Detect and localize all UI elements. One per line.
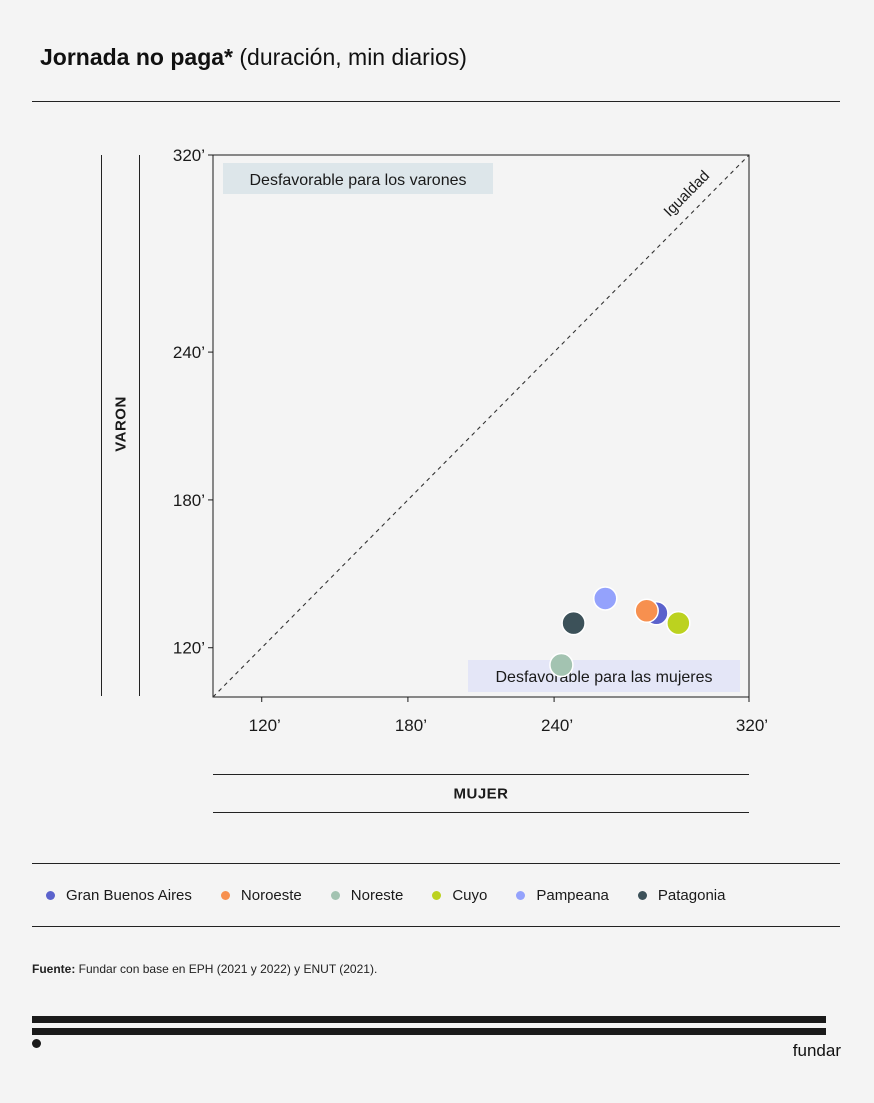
equality-line <box>212 154 750 698</box>
chart-title-rest: (duración, min diarios) <box>239 44 467 70</box>
legend-divider-top <box>32 863 840 864</box>
legend-dot-icon <box>516 890 526 900</box>
annotation-box-mujeres <box>468 660 740 692</box>
legend-label: Patagonia <box>657 886 726 904</box>
brand-dot-icon <box>32 1039 41 1048</box>
scatter-point-cuyo <box>666 610 691 636</box>
legend-item: Gran Buenos Aires <box>46 887 192 904</box>
source-note: Fuente: Fundar con base en EPH (2021 y 2… <box>32 962 377 976</box>
brand-logo: fundar <box>792 1041 841 1060</box>
annotation-mujeres: Desfavorable para las mujeres <box>496 669 713 686</box>
legend: Gran Buenos Aires Noroeste Noreste Cuyo Pamp… <box>46 884 754 906</box>
legend-dot-icon <box>330 890 340 900</box>
x-label-line-bottom <box>213 812 749 813</box>
title-divider <box>32 101 840 102</box>
legend-label: Gran Buenos Aires <box>66 886 192 904</box>
legend-dot-icon <box>637 890 647 900</box>
legend-label: Noreste <box>350 886 404 904</box>
brand-bar-bottom <box>32 1028 826 1035</box>
scatter-point-pampeana <box>593 586 618 611</box>
plot-frame <box>212 154 750 698</box>
x-tick-label: 180’ <box>395 716 427 735</box>
brand-bar-top <box>32 1016 826 1023</box>
legend-dot-icon <box>46 890 55 900</box>
equality-line-label: Igualdad <box>661 167 714 220</box>
chart-title: Jornada no paga* (duración, min diarios) <box>40 44 467 71</box>
legend-item: Pampeana <box>516 887 609 904</box>
scatter-point-patagonia <box>561 610 586 636</box>
y-tick-label: 240’ <box>173 343 205 362</box>
scatter-point-noroeste <box>634 598 659 624</box>
x-label-line-top <box>213 774 749 775</box>
scatter-point-noreste <box>549 652 574 678</box>
source-text: Fundar con base en EPH (2021 y 2022) y E… <box>75 962 378 976</box>
chart-title-bold: Jornada no paga* <box>40 44 233 70</box>
annotation-box-varones <box>223 163 493 194</box>
legend-item: Noreste <box>330 886 404 904</box>
x-tick-label: 240’ <box>541 716 573 735</box>
legend-divider-bottom <box>32 926 840 927</box>
annotation-varones: Desfavorable para los varones <box>249 172 466 189</box>
legend-dot-icon <box>432 890 442 900</box>
legend-dot-icon <box>220 890 230 900</box>
x-tick-label: 120’ <box>249 716 281 735</box>
y-tick-label: 320’ <box>173 146 205 165</box>
legend-item: Noroeste <box>220 886 302 904</box>
legend-item: Cuyo <box>432 887 487 904</box>
source-label: Fuente: <box>32 962 76 976</box>
legend-label: Noroeste <box>240 886 302 904</box>
y-label-line-left <box>101 155 102 696</box>
legend-item: Patagonia <box>637 886 726 904</box>
y-label-line-right <box>139 155 140 696</box>
legend-label: Pampeana <box>536 886 609 904</box>
x-tick-label: 320’ <box>736 716 768 735</box>
y-tick-label: 180’ <box>173 491 205 510</box>
y-tick-label: 120’ <box>173 639 205 658</box>
legend-label: Cuyo <box>452 886 488 904</box>
x-axis-label: MUJER <box>453 785 509 803</box>
